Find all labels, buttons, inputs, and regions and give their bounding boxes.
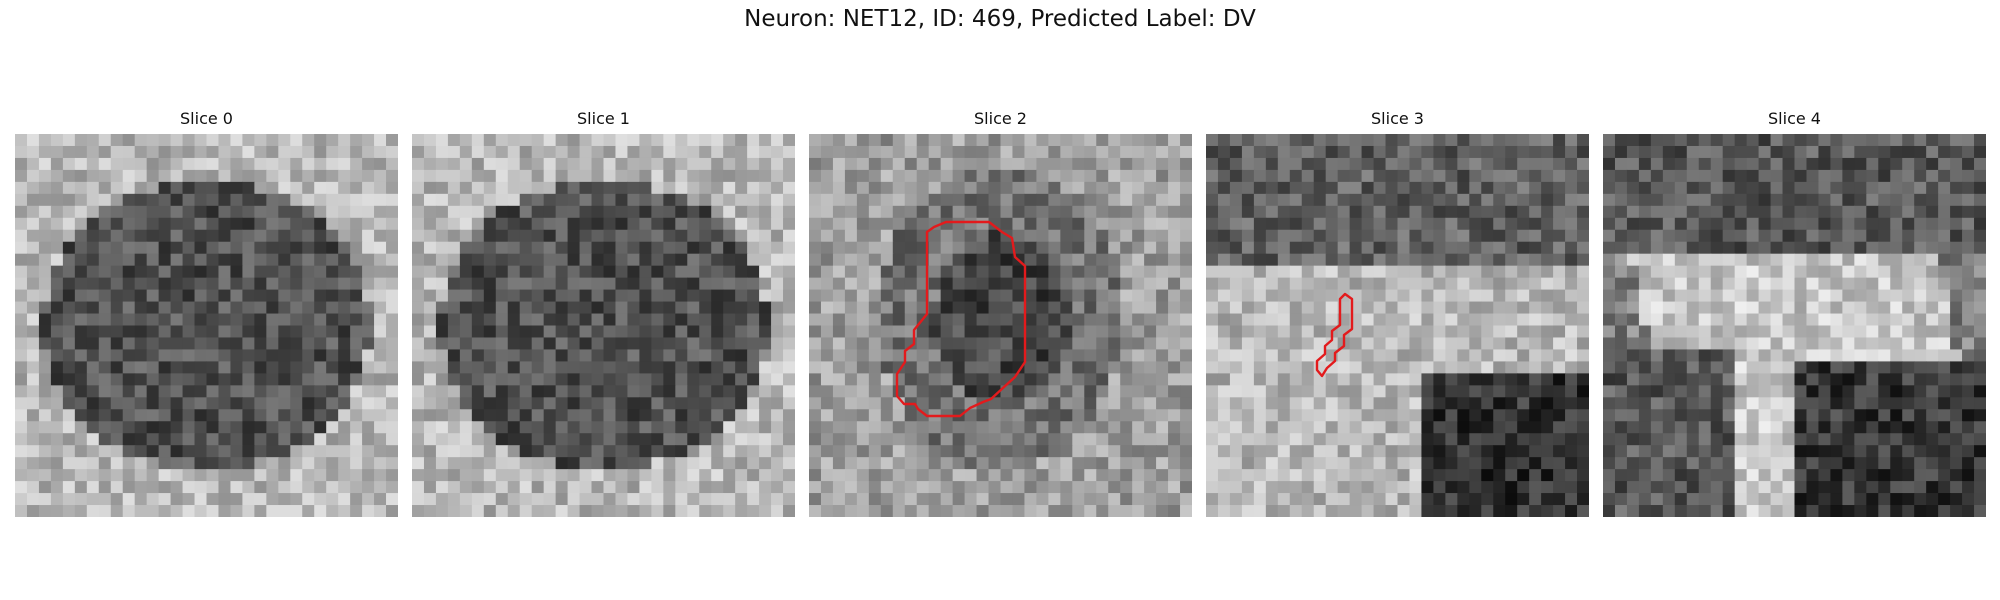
slice-title-1: Slice 1 bbox=[412, 108, 795, 130]
slice-image-4 bbox=[1603, 134, 1986, 517]
slice-title-4: Slice 4 bbox=[1603, 108, 1986, 130]
slice-title-2: Slice 2 bbox=[809, 108, 1192, 130]
slice-image-3 bbox=[1206, 134, 1589, 517]
slice-panel-2: Slice 2 bbox=[809, 108, 1192, 517]
slice-pixels-3 bbox=[1206, 134, 1589, 517]
slice-image-2 bbox=[809, 134, 1192, 517]
slice-panel-4: Slice 4 bbox=[1603, 108, 1986, 517]
slice-pixels-2 bbox=[809, 134, 1192, 517]
slice-image-1 bbox=[412, 134, 795, 517]
slice-panel-0: Slice 0 bbox=[15, 108, 398, 517]
slice-panel-1: Slice 1 bbox=[412, 108, 795, 517]
slice-image-0 bbox=[15, 134, 398, 517]
slice-pixels-0 bbox=[15, 134, 398, 517]
slice-panel-3: Slice 3 bbox=[1206, 108, 1589, 517]
slice-pixels-4 bbox=[1603, 134, 1986, 517]
figure-title: Neuron: NET12, ID: 469, Predicted Label:… bbox=[0, 6, 2000, 32]
slice-title-0: Slice 0 bbox=[15, 108, 398, 130]
slice-pixels-1 bbox=[412, 134, 795, 517]
slice-title-3: Slice 3 bbox=[1206, 108, 1589, 130]
